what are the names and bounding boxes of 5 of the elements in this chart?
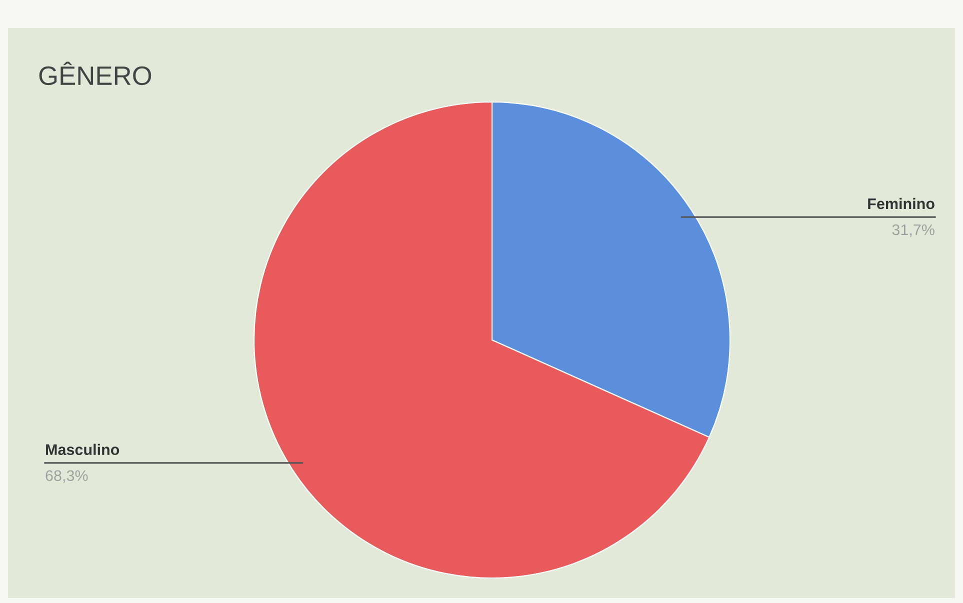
data-label: 31,7%: [892, 224, 934, 237]
slice-label: Feminino: [868, 198, 934, 210]
chart-title: GÊNERO: [39, 62, 152, 86]
slice-label: Masculino: [46, 444, 120, 456]
data-label: 68,3%: [46, 470, 88, 483]
